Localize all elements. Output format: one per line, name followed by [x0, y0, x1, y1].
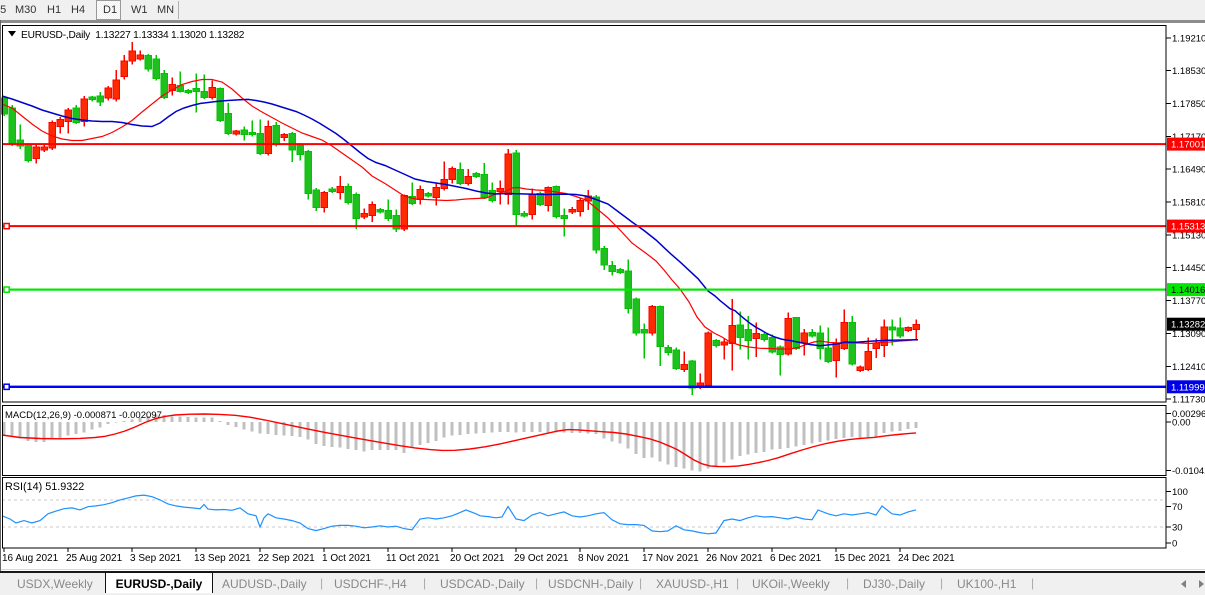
- svg-text:1.17850: 1.17850: [1172, 99, 1205, 110]
- svg-text:1 Oct 2021: 1 Oct 2021: [322, 553, 371, 564]
- svg-text:1.11999: 1.11999: [1171, 382, 1205, 393]
- svg-text:70: 70: [1172, 502, 1183, 513]
- svg-text:15 Dec 2021: 15 Dec 2021: [834, 553, 891, 564]
- svg-text:1.12410: 1.12410: [1172, 362, 1205, 373]
- svg-text:1.14016: 1.14016: [1171, 285, 1205, 296]
- svg-text:30: 30: [1172, 523, 1183, 534]
- svg-text:1.11730: 1.11730: [1172, 395, 1205, 406]
- svg-text:1.13090: 1.13090: [1172, 329, 1205, 340]
- svg-text:100: 100: [1172, 487, 1188, 498]
- svg-text:0.002966: 0.002966: [1172, 409, 1205, 420]
- svg-text:RSI(14) 51.9322: RSI(14) 51.9322: [5, 481, 84, 493]
- svg-text:1.15313: 1.15313: [1171, 222, 1205, 233]
- svg-text:1.13770: 1.13770: [1172, 296, 1205, 307]
- svg-text:29 Oct 2021: 29 Oct 2021: [514, 553, 569, 564]
- svg-text:-0.01042: -0.01042: [1172, 466, 1205, 477]
- svg-text:16 Aug 2021: 16 Aug 2021: [2, 553, 59, 564]
- svg-text:1.17001: 1.17001: [1171, 140, 1205, 151]
- svg-text:3 Sep 2021: 3 Sep 2021: [130, 553, 182, 564]
- svg-text:8 Nov 2021: 8 Nov 2021: [578, 553, 630, 564]
- svg-text:0: 0: [1172, 539, 1177, 550]
- svg-text:1.15130: 1.15130: [1172, 230, 1205, 241]
- svg-text:26 Nov 2021: 26 Nov 2021: [706, 553, 763, 564]
- svg-text:1.17170: 1.17170: [1172, 132, 1205, 143]
- svg-text:1.19210: 1.19210: [1172, 33, 1205, 44]
- svg-text:EURUSD-,Daily 1.13227 1.13334: EURUSD-,Daily 1.13227 1.13334 1.13020 1.…: [21, 30, 245, 41]
- svg-text:0.00: 0.00: [1172, 418, 1191, 429]
- svg-text:1.18530: 1.18530: [1172, 66, 1205, 77]
- svg-text:11 Oct 2021: 11 Oct 2021: [386, 553, 440, 564]
- svg-text:1.14450: 1.14450: [1172, 263, 1205, 274]
- svg-text:1.13282: 1.13282: [1171, 320, 1205, 331]
- svg-text:MACD(12,26,9) -0.000871 -0.002: MACD(12,26,9) -0.000871 -0.002097: [5, 410, 162, 421]
- svg-text:6 Dec 2021: 6 Dec 2021: [770, 553, 822, 564]
- svg-text:1.15810: 1.15810: [1172, 198, 1205, 209]
- svg-text:20 Oct 2021: 20 Oct 2021: [450, 553, 505, 564]
- svg-text:24 Dec 2021: 24 Dec 2021: [898, 553, 955, 564]
- svg-text:17 Nov 2021: 17 Nov 2021: [642, 553, 699, 564]
- svg-text:1.16490: 1.16490: [1172, 165, 1205, 176]
- svg-text:25 Aug 2021: 25 Aug 2021: [66, 553, 123, 564]
- svg-text:13 Sep 2021: 13 Sep 2021: [194, 553, 251, 564]
- svg-text:22 Sep 2021: 22 Sep 2021: [258, 553, 315, 564]
